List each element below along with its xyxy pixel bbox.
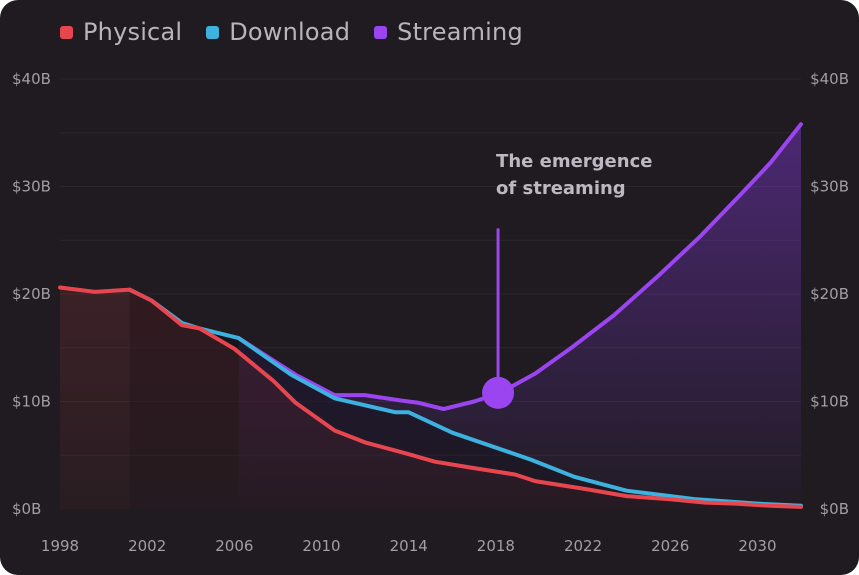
y-tick-label-right: $0B xyxy=(820,500,849,518)
legend-item-physical[interactable]: Physical xyxy=(60,18,182,46)
x-tick-label: 2026 xyxy=(651,537,689,555)
x-tick-label: 2010 xyxy=(302,537,340,555)
y-tick-label-left: $30B xyxy=(12,178,51,196)
x-tick-label: 2030 xyxy=(738,537,776,555)
legend-label-physical: Physical xyxy=(83,18,183,46)
annotation: The emergence of streaming xyxy=(482,151,652,409)
x-tick-label: 2006 xyxy=(215,537,253,555)
y-tick-label-left: $0B xyxy=(12,500,41,518)
annotation-text-line: of streaming xyxy=(496,178,626,199)
y-tick-label-left: $20B xyxy=(12,285,51,303)
line-physical xyxy=(58,285,803,509)
legend-swatch-physical xyxy=(60,25,73,39)
legend-item-streaming[interactable]: Streaming xyxy=(374,18,523,46)
x-tick-label: 2014 xyxy=(390,537,428,555)
y-axis-left: $0B $10B $20B $30B $40B xyxy=(12,70,51,518)
area-physical xyxy=(60,287,801,509)
x-tick-label: 1998 xyxy=(41,537,79,555)
annotation-marker[interactable] xyxy=(482,376,515,409)
legend-swatch-streaming xyxy=(374,25,388,39)
x-tick-label: 2002 xyxy=(128,537,166,555)
y-tick-label-right: $10B xyxy=(810,393,849,411)
y-tick-label-left: $10B xyxy=(12,393,51,411)
series-areas xyxy=(60,124,801,509)
x-tick-label: 2022 xyxy=(564,537,602,555)
y-tick-label-right: $30B xyxy=(810,178,849,196)
legend: Physical Download Streaming xyxy=(60,18,523,46)
legend-swatch-download xyxy=(206,25,220,39)
annotation-text-line: The emergence xyxy=(496,151,652,172)
x-tick-label: 2018 xyxy=(477,537,515,555)
legend-item-download[interactable]: Download xyxy=(206,18,350,46)
y-axis-right: $0B $10B $20B $30B $40B xyxy=(810,70,849,518)
legend-label-streaming: Streaming xyxy=(397,18,523,46)
legend-label-download: Download xyxy=(229,18,351,46)
x-axis: 1998 2002 2006 2010 2014 2018 2022 2026 2030 xyxy=(41,537,777,555)
y-tick-label-right: $40B xyxy=(810,70,849,88)
y-tick-label-left: $40B xyxy=(12,70,51,88)
y-tick-label-right: $20B xyxy=(810,285,849,303)
